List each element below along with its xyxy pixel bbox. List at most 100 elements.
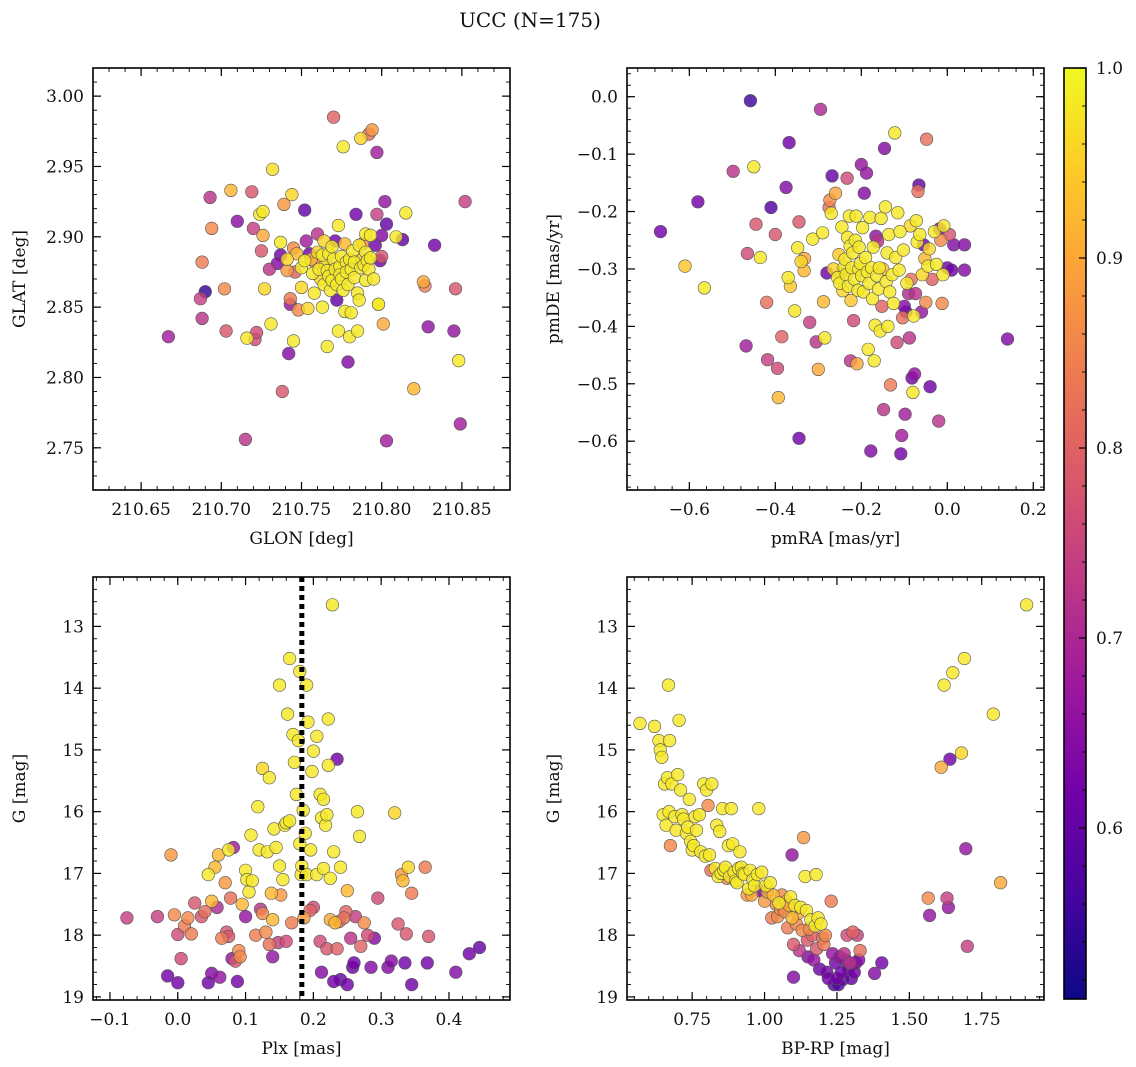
scatter-point — [633, 716, 647, 731]
scatter-point — [389, 230, 403, 244]
scatter-point — [205, 221, 219, 235]
scatter-point — [264, 317, 278, 331]
scatter-point — [262, 937, 276, 952]
scatter-point — [193, 292, 208, 306]
scatter-point — [294, 280, 309, 295]
scatter-point — [923, 380, 937, 394]
scatter-point — [428, 238, 442, 252]
scatter-point — [307, 286, 321, 300]
scatter-point — [371, 891, 385, 905]
panel-pmra-pmde: −0.6 −0.4 −0.2 0.0 0.2 −0.6 −0.5 −0.4 −0.3 −0.2 −0… — [544, 67, 1047, 549]
scatter-point — [396, 874, 410, 888]
scatter-point — [726, 164, 740, 178]
scatter-point — [662, 733, 677, 748]
scatter-point — [960, 939, 974, 953]
scatter-point — [892, 263, 906, 277]
scatter-point — [867, 354, 881, 368]
y-tick-label: 13 — [62, 617, 84, 637]
scatter-point — [943, 752, 957, 766]
scatter-point — [909, 214, 923, 228]
y-tick-label: 16 — [596, 803, 618, 823]
scatter-point — [314, 965, 329, 979]
y-tick-label: 3.00 — [46, 87, 84, 107]
scatter-point — [798, 869, 812, 884]
scatter-point — [747, 160, 761, 174]
scatter-point — [344, 931, 358, 945]
x-tick-label: −0.4 — [755, 500, 796, 520]
scatter-point — [299, 234, 313, 248]
scatter-point — [852, 240, 866, 254]
scatter-point — [256, 228, 270, 242]
scatter-point — [255, 906, 270, 921]
scatter-point — [364, 960, 378, 974]
scatter-point — [285, 916, 299, 930]
y-tick-label: 2.95 — [46, 157, 84, 177]
axes-frame — [626, 67, 1045, 491]
x-tick-label: −0.2 — [841, 500, 882, 520]
scatter-point — [663, 838, 678, 853]
scatter-point — [702, 848, 717, 862]
scatter-point — [405, 886, 419, 900]
scatter-point — [304, 843, 318, 857]
x-tick-label: 1.75 — [963, 1010, 1001, 1030]
scatter-point — [957, 238, 972, 252]
scatter-point — [184, 927, 198, 941]
scatter-point — [929, 257, 944, 272]
scatter-point — [993, 876, 1008, 890]
scatter-point — [849, 209, 863, 223]
scatter-point — [824, 894, 838, 908]
x-tick-label: 0.0 — [164, 1010, 191, 1030]
scatter-point — [760, 353, 775, 367]
scatter-point — [794, 254, 808, 269]
scatter-point — [399, 206, 413, 220]
scatter-point — [245, 185, 259, 199]
scatter-point — [286, 334, 301, 348]
scatter-point — [763, 876, 777, 890]
scatter-point — [740, 246, 755, 261]
scatter-point — [843, 956, 857, 970]
scatter-point — [906, 385, 920, 400]
scatter-point — [298, 254, 312, 268]
scatter-point — [907, 309, 921, 323]
scatter-point — [883, 285, 897, 299]
scatter-point — [256, 204, 270, 219]
scatter-point — [785, 911, 799, 925]
scatter-point — [813, 102, 828, 116]
x-tick-label: 210.75 — [272, 500, 331, 520]
y-axis-label: pmDE [mas/yr] — [544, 214, 564, 344]
scatter-point — [251, 800, 265, 814]
scatter-point — [959, 842, 973, 856]
scatter-point — [285, 188, 299, 202]
scatter-point — [171, 976, 185, 990]
scatter-point — [203, 190, 217, 204]
scatter-point — [807, 953, 821, 967]
scatter-points — [633, 598, 1034, 992]
scatter-point — [331, 324, 346, 338]
y-tick-label: 0.0 — [591, 88, 618, 108]
scatter-point — [378, 195, 392, 209]
scatter-point — [351, 324, 365, 338]
scatter-point — [245, 874, 259, 888]
scatter-point — [266, 950, 280, 964]
scatter-point — [217, 282, 232, 296]
scatter-point — [399, 927, 413, 941]
scatter-point — [327, 974, 341, 989]
scatter-point — [222, 843, 236, 857]
scatter-point — [405, 977, 419, 992]
scatter-point — [401, 860, 415, 874]
scatter-point — [266, 162, 280, 176]
scatter-point — [898, 407, 912, 421]
scatter-point — [828, 186, 843, 200]
scatter-point — [363, 228, 378, 242]
scatter-point — [781, 271, 795, 285]
y-tick-label: −0.2 — [577, 203, 618, 223]
scatter-point — [262, 262, 277, 276]
scatter-point — [421, 320, 435, 334]
scatter-point — [875, 956, 889, 970]
scatter-point — [891, 206, 905, 220]
scatter-point — [327, 845, 341, 859]
scatter-point — [272, 678, 287, 692]
scatter-point — [655, 750, 669, 764]
scatter-point — [724, 801, 738, 816]
scatter-point — [825, 169, 839, 183]
